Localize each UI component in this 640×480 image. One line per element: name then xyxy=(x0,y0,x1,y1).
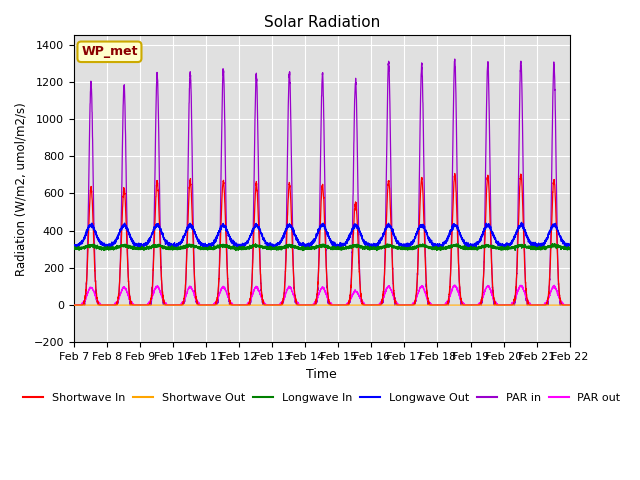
Y-axis label: Radiation (W/m2, umol/m2/s): Radiation (W/m2, umol/m2/s) xyxy=(15,102,28,276)
Legend: Shortwave In, Shortwave Out, Longwave In, Longwave Out, PAR in, PAR out: Shortwave In, Shortwave Out, Longwave In… xyxy=(19,388,625,408)
X-axis label: Time: Time xyxy=(307,368,337,381)
Text: WP_met: WP_met xyxy=(81,45,138,58)
Title: Solar Radiation: Solar Radiation xyxy=(264,15,380,30)
